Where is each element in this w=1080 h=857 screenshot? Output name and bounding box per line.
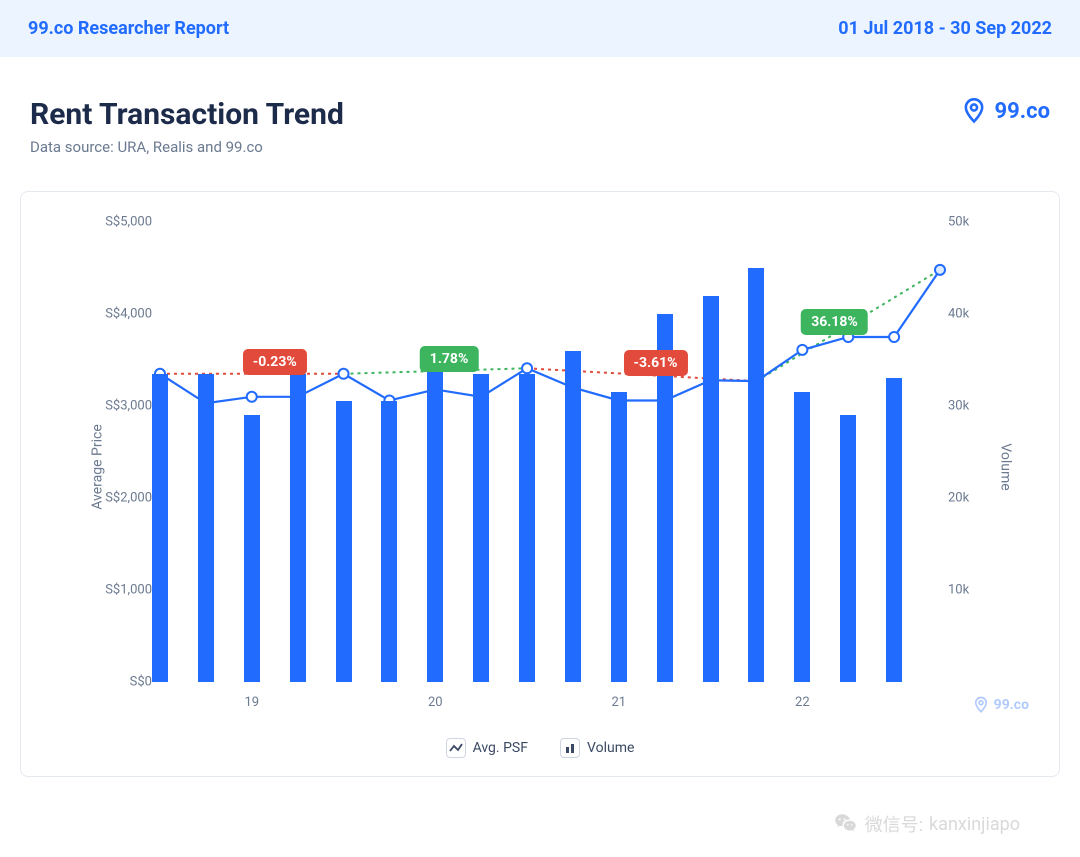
- x-tick: 22: [795, 695, 810, 710]
- legend: Avg. PSF Volume: [45, 722, 1035, 758]
- y-tick-right: 20k: [948, 491, 969, 506]
- volume-bar: [565, 351, 581, 682]
- volume-bar: [519, 374, 535, 682]
- y-tick-right: 10k: [948, 583, 969, 598]
- trend-badge: 1.78%: [420, 346, 479, 372]
- legend-label: Avg. PSF: [473, 740, 528, 756]
- volume-bar: [290, 374, 306, 682]
- y-tick-left: S$2,000: [105, 491, 152, 506]
- y-tick-right: 30k: [948, 399, 969, 414]
- trend-badge: -0.23%: [243, 349, 307, 375]
- wechat-prefix: 微信号:: [865, 811, 923, 837]
- trend-badge: -3.61%: [624, 350, 688, 376]
- volume-bar: [152, 374, 168, 682]
- y-tick-left: S$1,000: [105, 583, 152, 598]
- watermark: 99.co: [972, 696, 1029, 714]
- y-tick-right: 50k: [948, 215, 969, 230]
- legend-item-bar: Volume: [560, 738, 634, 758]
- volume-bar: [336, 401, 352, 682]
- report-title: 99.co Researcher Report: [28, 18, 229, 39]
- volume-bar: [244, 415, 260, 682]
- title-row: Rent Transaction Trend Data source: URA,…: [0, 57, 1080, 166]
- chart-title: Rent Transaction Trend: [30, 97, 344, 132]
- title-block: Rent Transaction Trend Data source: URA,…: [30, 97, 344, 156]
- volume-bar: [840, 415, 856, 682]
- legend-item-line: Avg. PSF: [446, 738, 528, 758]
- x-tick: 19: [244, 695, 259, 710]
- x-tick: 20: [428, 695, 443, 710]
- volume-bar: [703, 296, 719, 682]
- brand-name: 99.co: [994, 99, 1050, 124]
- date-range: 01 Jul 2018 - 30 Sep 2022: [838, 18, 1052, 39]
- chart-area: Average Price Volume S$0S$1,000S$2,000S$…: [105, 212, 985, 722]
- brand-logo: 99.co: [960, 97, 1050, 125]
- volume-bar: [473, 374, 489, 682]
- y-axis-left-label: Average Price: [90, 424, 106, 509]
- y-tick-left: S$3,000: [105, 399, 152, 414]
- trend-badge: 36.18%: [801, 309, 868, 335]
- chart-svg: [160, 222, 940, 682]
- y-tick-left: S$0: [130, 675, 152, 690]
- legend-label: Volume: [587, 740, 634, 756]
- plot-area: S$0S$1,000S$2,000S$3,000S$4,000S$5,00010…: [160, 222, 940, 682]
- line-icon: [446, 738, 466, 758]
- volume-bar: [611, 392, 627, 682]
- volume-bar: [886, 378, 902, 682]
- y-tick-left: S$4,000: [105, 307, 152, 322]
- volume-bar: [381, 401, 397, 682]
- x-tick: 21: [612, 695, 627, 710]
- volume-bar: [427, 351, 443, 682]
- location-pin-icon: [972, 696, 990, 714]
- wechat-attribution: 微信号: kanxinjiapo: [833, 811, 1020, 837]
- volume-bar: [198, 374, 214, 682]
- wechat-id: kanxinjiapo: [929, 814, 1020, 835]
- volume-bar: [748, 268, 764, 682]
- y-tick-right: 40k: [948, 307, 969, 322]
- y-tick-left: S$5,000: [105, 215, 152, 230]
- wechat-icon: [833, 811, 859, 837]
- volume-bar: [794, 392, 810, 682]
- watermark-text: 99.co: [994, 697, 1029, 713]
- bar-icon: [560, 738, 580, 758]
- chart-subtitle: Data source: URA, Realis and 99.co: [30, 138, 344, 156]
- header-bar: 99.co Researcher Report 01 Jul 2018 - 30…: [0, 0, 1080, 57]
- chart-card: Average Price Volume S$0S$1,000S$2,000S$…: [20, 191, 1060, 777]
- y-axis-right-label: Volume: [997, 443, 1013, 490]
- location-pin-icon: [960, 97, 988, 125]
